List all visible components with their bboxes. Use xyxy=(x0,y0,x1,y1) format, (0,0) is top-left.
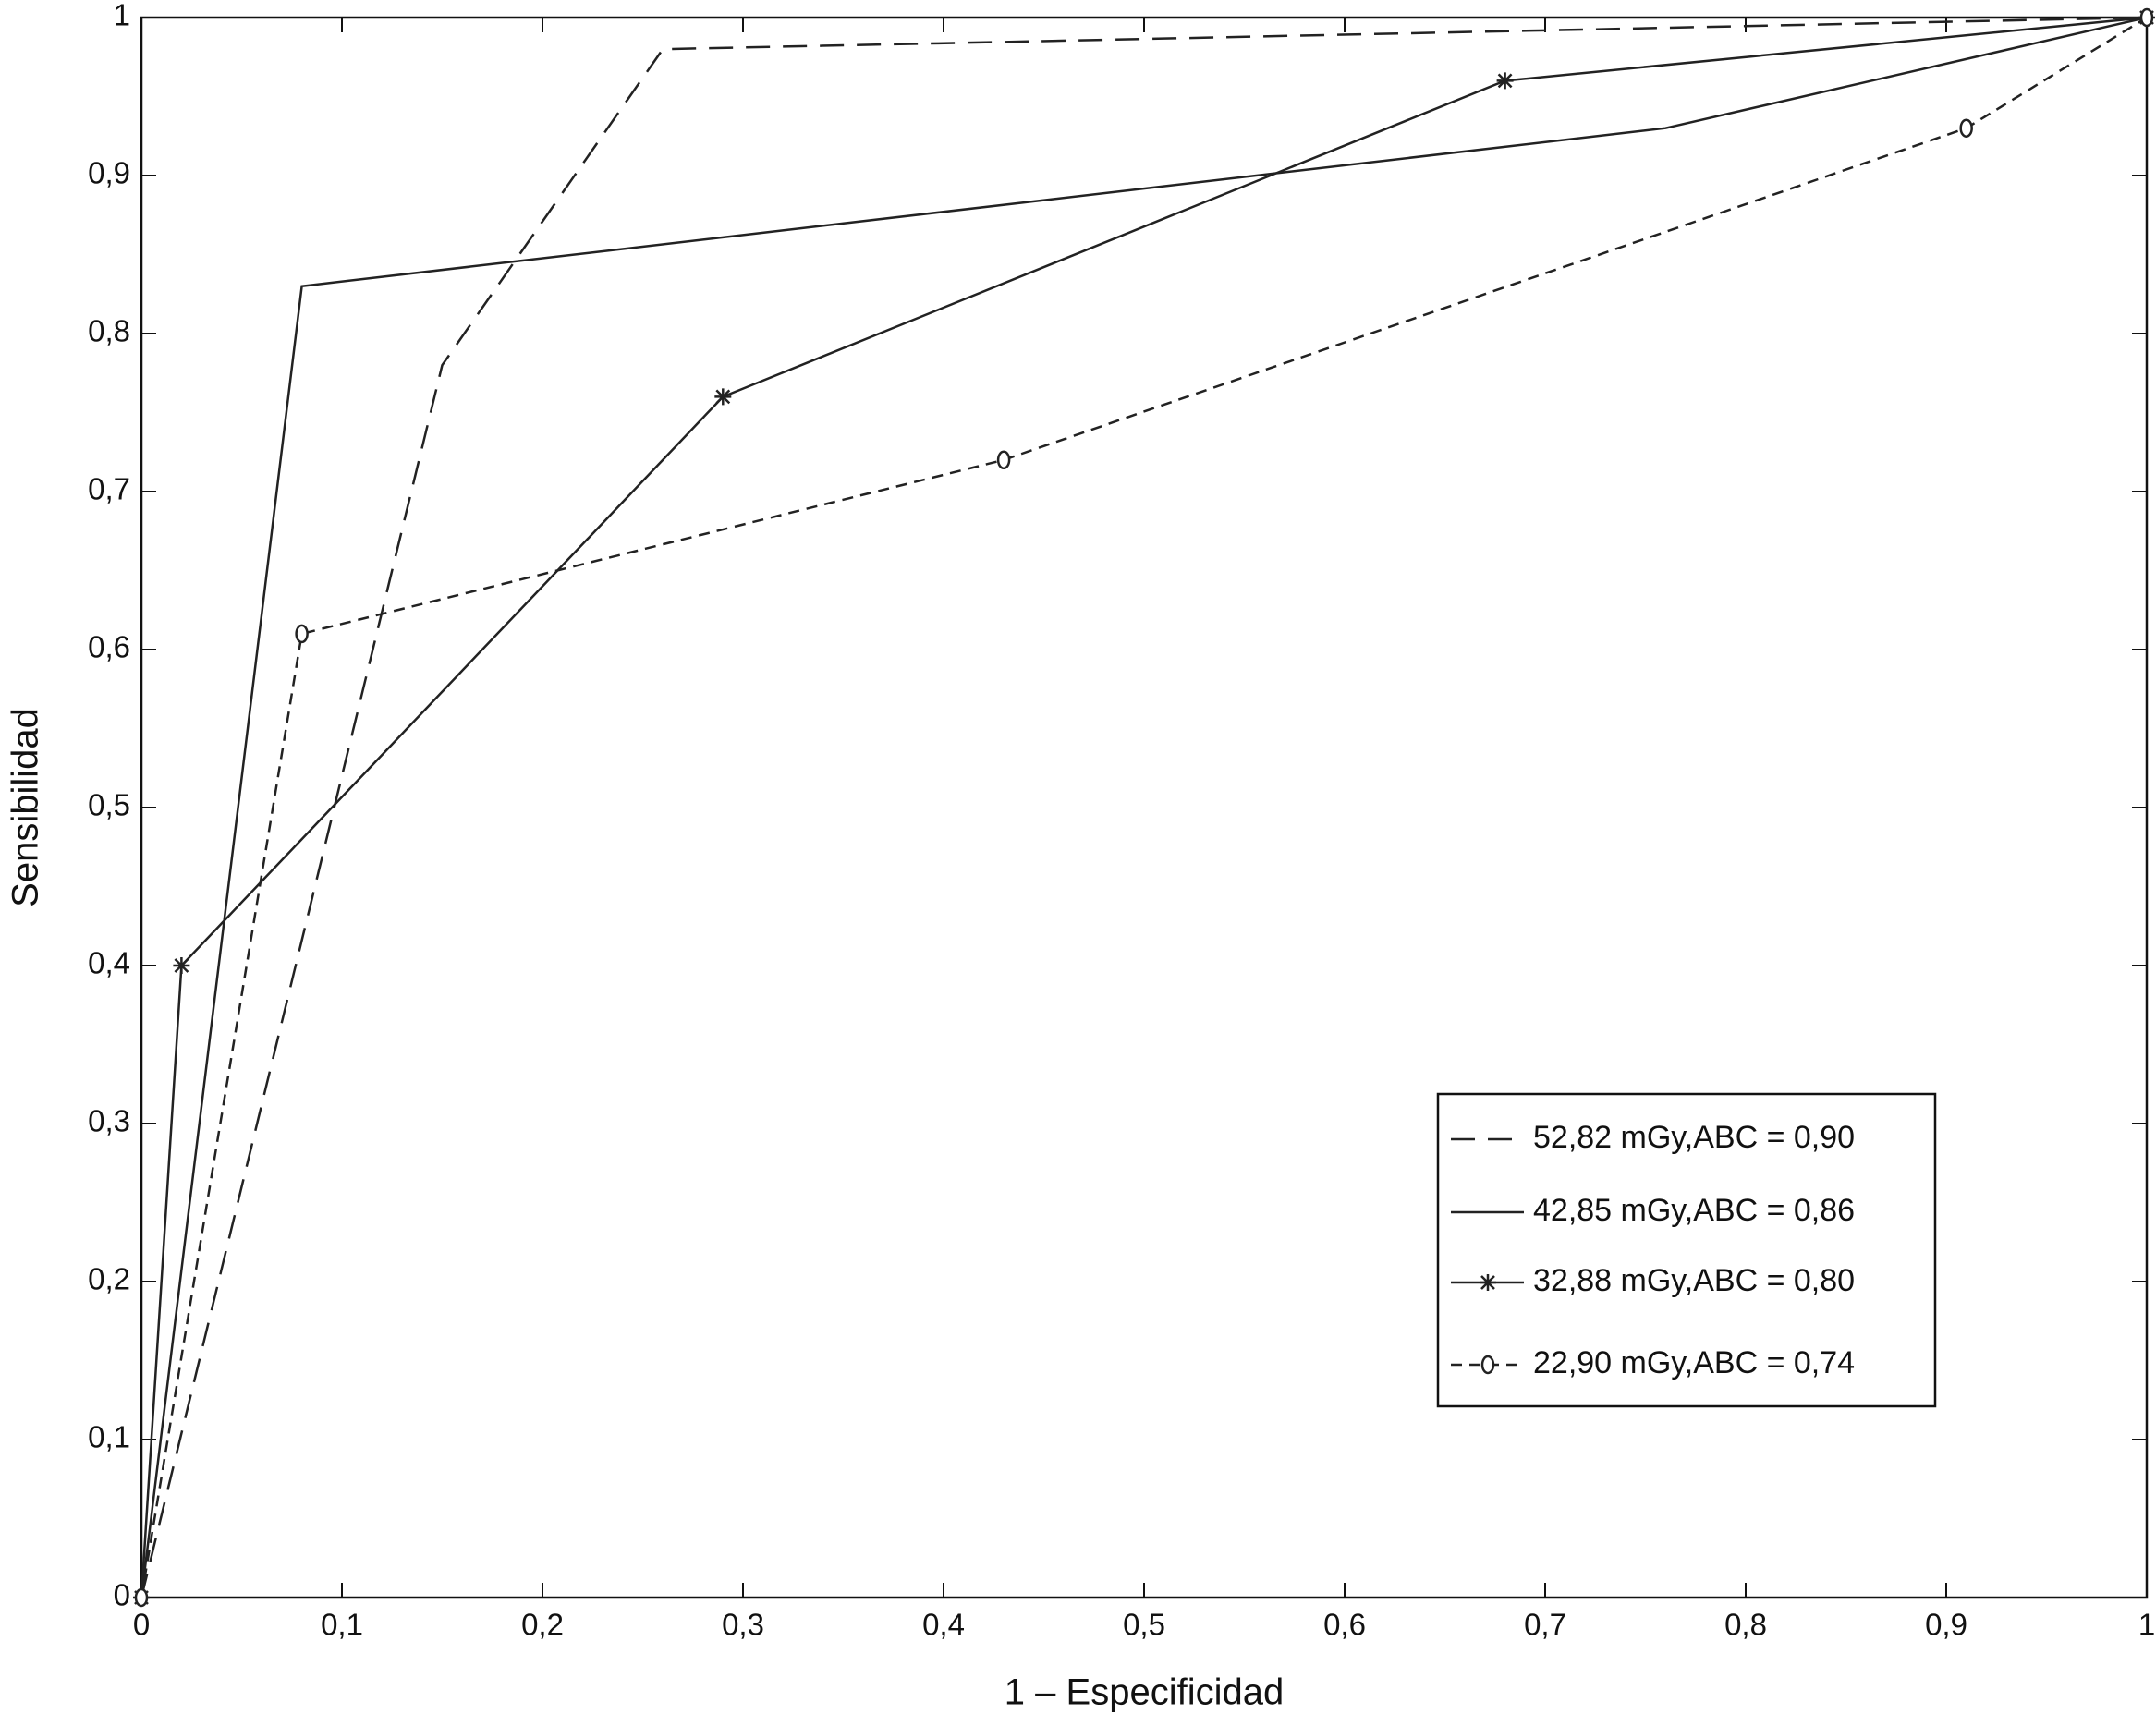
legend-label: 52,82 mGy,ABC = 0,90 xyxy=(1533,1120,1855,1155)
circle-marker xyxy=(134,1587,149,1608)
x-tick-label: 0,8 xyxy=(1724,1608,1767,1642)
star-marker xyxy=(173,957,190,974)
legend-label: 22,90 mGy,ABC = 0,74 xyxy=(1533,1345,1855,1380)
legend-label: 42,85 mGy,ABC = 0,86 xyxy=(1533,1193,1855,1228)
y-tick-label: 0,1 xyxy=(88,1420,130,1454)
y-tick-label: 0,8 xyxy=(88,314,130,348)
legend-label: 32,88 mGy,ABC = 0,80 xyxy=(1533,1263,1855,1298)
series-line xyxy=(140,16,2148,1598)
star-marker xyxy=(1496,72,1514,90)
circle-marker xyxy=(1480,1355,1495,1375)
star-marker xyxy=(1480,1274,1496,1291)
x-tick-label: 0,5 xyxy=(1123,1608,1165,1642)
y-tick-label: 0,2 xyxy=(88,1262,130,1296)
x-axis-label: 1 – Especificidad xyxy=(1005,1672,1284,1713)
y-axis-label: Sensibilidad xyxy=(6,708,46,907)
circle-marker xyxy=(295,624,309,644)
x-tick-label: 0,6 xyxy=(1323,1608,1366,1642)
series-line xyxy=(140,16,2148,1598)
x-tick-label: 0,1 xyxy=(321,1608,363,1642)
x-tick-label: 0 xyxy=(133,1608,150,1642)
series-line xyxy=(140,16,2148,1598)
y-tick-label: 0 xyxy=(114,1578,130,1612)
y-tick-label: 0,6 xyxy=(88,630,130,664)
x-tick-label: 0,3 xyxy=(722,1608,764,1642)
y-tick-label: 0,9 xyxy=(88,156,130,190)
y-tick-label: 0,4 xyxy=(88,946,130,980)
y-tick-label: 1 xyxy=(114,0,130,32)
circle-marker xyxy=(996,450,1011,470)
legend-box xyxy=(1436,1092,1937,1408)
y-tick-label: 0,3 xyxy=(88,1104,130,1138)
x-tick-label: 1 xyxy=(2138,1608,2155,1642)
circle-marker xyxy=(2139,7,2154,28)
circle-marker xyxy=(1959,118,1973,138)
y-tick-label: 0,5 xyxy=(88,788,130,822)
x-tick-label: 0,7 xyxy=(1524,1608,1566,1642)
x-tick-label: 0,4 xyxy=(922,1608,965,1642)
x-tick-label: 0,9 xyxy=(1925,1608,1967,1642)
y-tick-label: 0,7 xyxy=(88,472,130,506)
x-tick-label: 0,2 xyxy=(521,1608,564,1642)
star-marker xyxy=(714,388,732,406)
